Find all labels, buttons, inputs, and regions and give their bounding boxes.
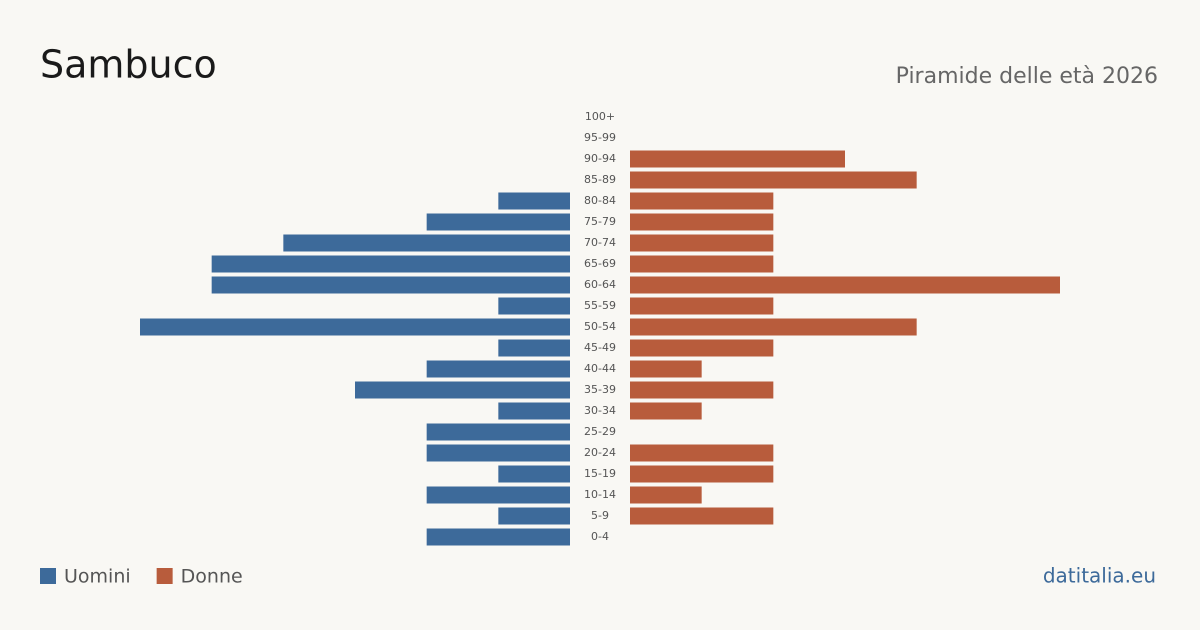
bar: [630, 234, 774, 252]
age-label: 20-24: [584, 446, 616, 459]
chart-title: Sambuco: [40, 43, 217, 87]
age-label: 100+: [585, 110, 615, 123]
age-label: 85-89: [584, 173, 616, 186]
legend-swatch: [156, 568, 173, 584]
age-label: 95-99: [584, 131, 616, 144]
bar: [355, 381, 570, 399]
age-label: 0-4: [591, 530, 609, 543]
bar: [630, 444, 774, 462]
source: datitalia.eu: [1043, 564, 1156, 588]
bar: [426, 360, 570, 378]
bar: [211, 255, 570, 273]
age-label: 25-29: [584, 425, 616, 438]
age-label: 40-44: [584, 362, 616, 375]
age-label: 50-54: [584, 320, 616, 333]
age-label: 5-9: [591, 509, 609, 522]
bar: [630, 297, 774, 315]
bar: [426, 423, 570, 441]
bar: [630, 150, 845, 168]
age-label: 30-34: [584, 404, 616, 417]
legend-swatch: [40, 568, 56, 584]
bar: [498, 465, 570, 483]
bar: [630, 318, 917, 336]
bar: [498, 339, 570, 357]
age-label: 55-59: [584, 299, 616, 312]
age-label: 90-94: [584, 152, 616, 165]
bar: [498, 402, 570, 420]
bar: [426, 528, 570, 546]
bar: [630, 486, 702, 504]
bar: [630, 507, 774, 525]
bar: [630, 213, 774, 231]
bar: [630, 171, 917, 189]
age-label: 45-49: [584, 341, 616, 354]
bar: [630, 192, 774, 210]
bar: [630, 465, 774, 483]
bar: [426, 486, 570, 504]
bar: [426, 213, 570, 231]
bar: [498, 192, 570, 210]
bar: [140, 318, 570, 336]
bar: [630, 381, 774, 399]
age-label: 75-79: [584, 215, 616, 228]
bar: [283, 234, 570, 252]
bar: [498, 507, 570, 525]
bar: [426, 444, 570, 462]
age-label: 15-19: [584, 467, 616, 480]
bar: [630, 339, 774, 357]
legend-label: Donne: [181, 566, 243, 588]
age-label: 70-74: [584, 236, 616, 249]
age-label: 80-84: [584, 194, 616, 207]
legend-label: Uomini: [64, 566, 131, 588]
bar: [211, 276, 570, 294]
bar: [630, 360, 702, 378]
chart-subtitle: Piramide delle età 2026: [896, 64, 1158, 89]
bar: [630, 276, 1060, 294]
age-label: 10-14: [584, 488, 616, 501]
bar: [630, 402, 702, 420]
bar: [630, 255, 774, 273]
age-label: 65-69: [584, 257, 616, 270]
age-label: 60-64: [584, 278, 616, 291]
age-label: 35-39: [584, 383, 616, 396]
bar: [498, 297, 570, 315]
